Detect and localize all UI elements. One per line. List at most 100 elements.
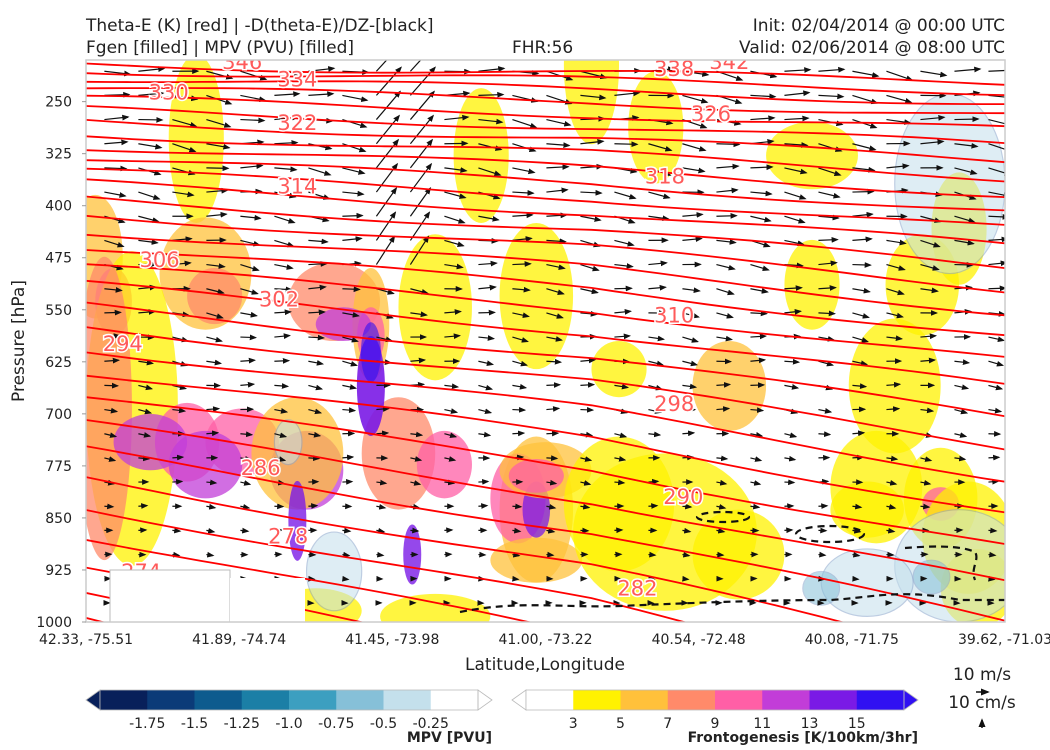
wind-vector bbox=[954, 167, 978, 175]
wind-vector bbox=[512, 551, 521, 558]
wind-vector bbox=[274, 408, 289, 414]
wind-vector bbox=[818, 66, 846, 73]
wind-vector bbox=[580, 94, 607, 101]
colorbar-extend-max bbox=[903, 689, 919, 711]
wind-vector bbox=[954, 455, 967, 462]
wind-vector bbox=[206, 406, 221, 412]
wind-vector bbox=[274, 215, 296, 224]
wind-vector bbox=[104, 239, 125, 248]
wind-vector bbox=[954, 239, 975, 246]
wind-vector bbox=[342, 454, 355, 461]
wind-vector bbox=[409, 90, 436, 120]
wind-vector bbox=[920, 239, 941, 248]
wind-vector bbox=[784, 142, 809, 148]
wind-vector bbox=[886, 163, 910, 170]
wind-vector bbox=[376, 479, 388, 486]
wind-vector bbox=[444, 114, 470, 121]
wind-vector bbox=[478, 360, 495, 366]
mpv-colorbar: -1.75 -1.5 -1.25 -1.0 -0.75 -0.5 -0.25 bbox=[85, 689, 493, 732]
theta-e-contour bbox=[86, 62, 1005, 86]
theta-e-label: 322 bbox=[277, 111, 317, 135]
wind-vector bbox=[138, 503, 149, 509]
theta-e-contour bbox=[86, 279, 1005, 385]
wind-vector bbox=[444, 432, 458, 439]
theta-e-contour bbox=[86, 539, 533, 622]
wind-vector bbox=[274, 309, 292, 316]
wind-vector bbox=[444, 215, 466, 224]
colorbar-tick-label: 15 bbox=[848, 716, 866, 732]
theta-e-contour bbox=[86, 135, 1005, 183]
wind-vector bbox=[716, 212, 738, 219]
wind-key-horizontal: 10 m/s bbox=[953, 665, 1011, 685]
wind-vector bbox=[206, 263, 226, 269]
wind-vector bbox=[920, 456, 933, 462]
wind-vector bbox=[104, 165, 128, 172]
wind-vector bbox=[886, 312, 904, 319]
wind-vector bbox=[988, 94, 1005, 98]
theta-e-label: 306 bbox=[139, 248, 179, 272]
wind-vector bbox=[852, 70, 880, 78]
wind-vector bbox=[920, 357, 937, 364]
wind-vector bbox=[512, 383, 528, 390]
wind-vector bbox=[206, 479, 218, 486]
wind-vector bbox=[580, 431, 594, 438]
wind-vector bbox=[682, 94, 709, 104]
wind-vector bbox=[886, 527, 896, 534]
colorbar-tick-label: -1.25 bbox=[224, 716, 260, 732]
fgen-colorbar-title: Frontogenesis [K/100km/3hr] bbox=[688, 730, 918, 746]
wind-vector bbox=[852, 551, 861, 558]
theta-e-contour bbox=[86, 351, 1005, 483]
wind-vector bbox=[784, 67, 812, 73]
colorbar-tick-label: -0.5 bbox=[370, 716, 397, 732]
wind-vector bbox=[308, 261, 328, 267]
wind-vector bbox=[410, 456, 423, 462]
wind-vector bbox=[172, 407, 187, 414]
wind-vector bbox=[138, 66, 166, 72]
wind-vector bbox=[478, 260, 498, 267]
wind-vector bbox=[410, 480, 422, 486]
colorbar-swatch bbox=[336, 690, 384, 710]
wind-vector bbox=[818, 191, 841, 199]
wind-vector bbox=[648, 408, 663, 414]
wind-vector bbox=[342, 311, 360, 318]
theta-e-contour bbox=[86, 419, 1005, 582]
wind-vector bbox=[409, 211, 431, 241]
wind-vector bbox=[274, 383, 290, 389]
frontogenesis-fill bbox=[490, 537, 583, 583]
wind-vector bbox=[648, 284, 667, 291]
wind-vector bbox=[138, 239, 159, 245]
wind-vector bbox=[648, 335, 666, 342]
wind-vector bbox=[478, 408, 493, 415]
wind-vector bbox=[138, 359, 155, 366]
wind-vector bbox=[512, 430, 526, 437]
wind-vector bbox=[240, 527, 250, 534]
wind-vector bbox=[818, 310, 836, 317]
wind-vector bbox=[478, 215, 500, 222]
colorbar-swatch bbox=[856, 690, 905, 710]
y-tick-label: 325 bbox=[45, 147, 72, 163]
wind-vector bbox=[409, 187, 432, 217]
colorbar-extend-max bbox=[477, 689, 493, 711]
y-tick-label: 250 bbox=[45, 95, 72, 111]
wind-vector bbox=[954, 432, 968, 438]
colorbar-swatch bbox=[147, 690, 195, 710]
wind-vector bbox=[478, 384, 494, 391]
wind-vector bbox=[138, 143, 163, 150]
wind-vector bbox=[682, 551, 691, 558]
wind-vector bbox=[512, 167, 536, 175]
colorbar-tick-label: -0.75 bbox=[318, 716, 354, 732]
colorbar-tick-label: 9 bbox=[711, 716, 720, 732]
theta-e-contour bbox=[86, 374, 1005, 514]
wind-vector bbox=[478, 167, 502, 177]
colorbar-swatch bbox=[620, 690, 669, 710]
wind-vector bbox=[716, 335, 734, 342]
colorbar-swatch bbox=[809, 690, 858, 710]
colorbar-tick-label: 3 bbox=[569, 716, 578, 732]
y-tick-label: 775 bbox=[45, 459, 72, 475]
wind-vector bbox=[716, 239, 737, 245]
theta-e-contour bbox=[86, 445, 1005, 622]
wind-vector bbox=[988, 454, 1001, 461]
frontogenesis-fill bbox=[187, 267, 243, 325]
wind-vector bbox=[682, 430, 696, 437]
